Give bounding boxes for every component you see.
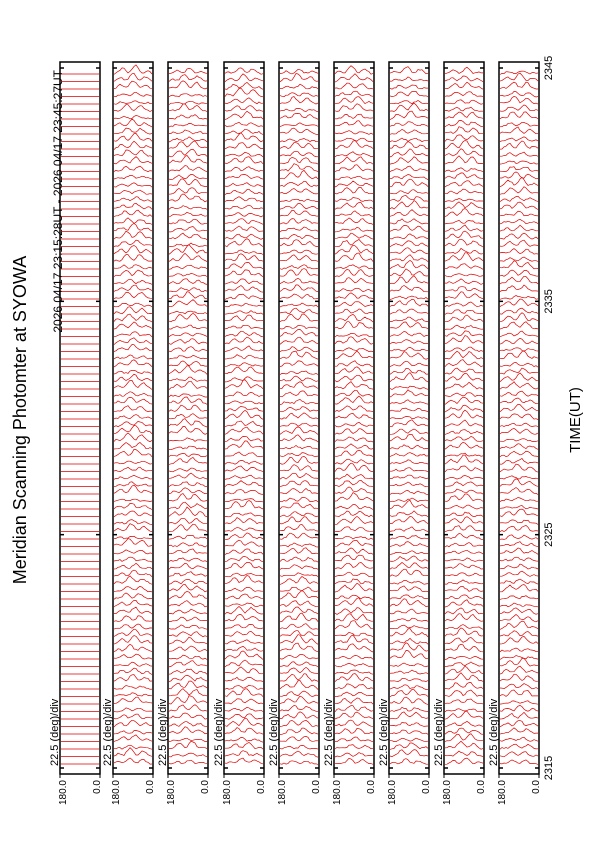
scan-traces (499, 70, 539, 765)
y-tick-label: 180.0 (58, 780, 69, 805)
y-tick-label: 180.0 (166, 780, 177, 805)
y-tick-label: 0.0 (200, 780, 211, 794)
panel-frame (59, 61, 101, 775)
scan-traces (444, 66, 484, 765)
y-tick-label: 0.0 (256, 780, 267, 794)
chart-title: Meridian Scanning Photomter at SYOWA (10, 256, 30, 584)
panel-frame (167, 61, 209, 775)
scan-traces (334, 65, 374, 765)
y-tick-label: 180.0 (387, 780, 398, 805)
panel-scale-label: 22.5 (deg)/div (213, 698, 225, 766)
y-tick-label: 180.0 (497, 780, 508, 805)
y-tick-label: 0.0 (421, 780, 432, 794)
panel-frame (443, 61, 485, 775)
scan-traces (389, 66, 429, 765)
scan-traces (61, 73, 99, 765)
x-tick-label: 2315 (543, 756, 555, 780)
panel-scale-label: 22.5 (deg)/div (433, 698, 445, 766)
y-tick-label: 0.0 (366, 780, 377, 794)
y-tick-label: 0.0 (92, 780, 103, 794)
panel-scale-label: 22.5 (deg)/div (102, 698, 114, 766)
panel-scale-label: 22.5 (deg)/div (49, 698, 61, 766)
x-tick-label: 2345 (543, 56, 555, 80)
scan-traces (113, 64, 153, 765)
panel-scale-label: 22.5 (deg)/div (488, 698, 500, 766)
y-tick-label: 0.0 (476, 780, 487, 794)
y-tick-label: 180.0 (332, 780, 343, 805)
scan-traces (224, 67, 264, 765)
panel-scale-label: 22.5 (deg)/div (323, 698, 335, 766)
panel-scale-label: 22.5 (deg)/div (378, 698, 390, 766)
panel-scale-label: 22.5 (deg)/div (157, 698, 169, 766)
y-tick-label: 0.0 (311, 780, 322, 794)
panel-frame (112, 61, 154, 775)
panel-frame (223, 61, 265, 775)
panel-frame (278, 61, 320, 775)
x-tick-label: 2325 (543, 522, 555, 546)
chart-subtitle: 2026 04/17 23:15:28UT - 2026 04/17 23:45… (51, 69, 65, 332)
panel-frame (333, 61, 375, 775)
panel-frame (498, 61, 540, 775)
x-axis-label: TIME(UT) (567, 387, 584, 453)
y-tick-label: 180.0 (111, 780, 122, 805)
y-tick-label: 180.0 (222, 780, 233, 805)
scan-traces (279, 69, 319, 765)
panel-frame (388, 61, 430, 775)
y-tick-label: 0.0 (531, 780, 542, 794)
figure: Meridian Scanning Photomter at SYOWA 202… (10, 56, 584, 805)
y-tick-label: 180.0 (277, 780, 288, 805)
x-tick-label: 2335 (543, 289, 555, 313)
y-tick-label: 180.0 (442, 780, 453, 805)
y-tick-label: 0.0 (145, 780, 156, 794)
scan-traces (168, 67, 208, 765)
panel-scale-label: 22.5 (deg)/div (268, 698, 280, 766)
